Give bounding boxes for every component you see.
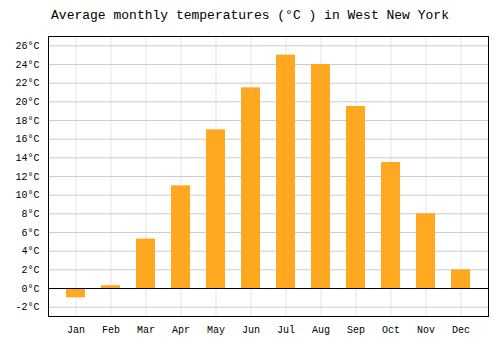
svg-text:26°C: 26°C [15,41,39,52]
svg-text:16°C: 16°C [15,134,39,145]
svg-text:14°C: 14°C [15,153,39,164]
svg-text:Feb: Feb [102,325,120,336]
svg-text:Mar: Mar [137,325,155,336]
svg-text:Jan: Jan [67,325,85,336]
svg-text:6°C: 6°C [21,228,39,239]
svg-text:4°C: 4°C [21,246,39,257]
svg-text:Nov: Nov [417,325,435,336]
svg-text:8°C: 8°C [21,209,39,220]
svg-text:Dec: Dec [452,325,470,336]
svg-text:18°C: 18°C [15,116,39,127]
svg-text:Apr: Apr [172,325,190,336]
svg-text:Aug: Aug [312,325,330,336]
svg-text:Jul: Jul [277,325,295,336]
svg-text:-2°C: -2°C [15,302,39,313]
svg-text:10°C: 10°C [15,190,39,201]
svg-text:12°C: 12°C [15,172,39,183]
svg-text:24°C: 24°C [15,60,39,71]
svg-text:Oct: Oct [382,325,400,336]
svg-text:Sep: Sep [347,325,365,336]
svg-text:May: May [207,325,225,336]
html-text:Average monthly temperatures (: Average monthly temperatures (°C ) in We… [51,8,449,23]
svg-text:22°C: 22°C [15,78,39,89]
svg-text:Jun: Jun [242,325,260,336]
svg-text:0°C: 0°C [21,284,39,295]
svg-text:20°C: 20°C [15,97,39,108]
svg-text:2°C: 2°C [21,265,39,276]
